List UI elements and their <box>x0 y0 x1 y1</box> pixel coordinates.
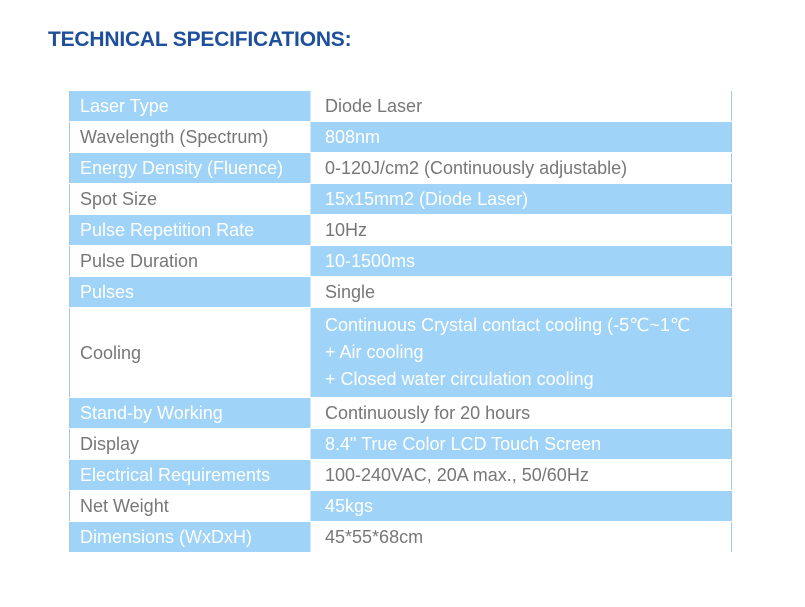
spec-label: Cooling <box>69 307 311 398</box>
spec-row-display: Display 8.4" True Color LCD Touch Screen <box>69 428 732 460</box>
spec-value: 10Hz <box>310 214 732 246</box>
spec-value: 8.4" True Color LCD Touch Screen <box>310 428 732 460</box>
spec-value: Continuously for 20 hours <box>310 397 732 429</box>
spec-label: Laser Type <box>69 90 311 122</box>
spec-label: Pulse Duration <box>69 245 311 277</box>
spec-row-net-weight: Net Weight 45kgs <box>69 490 732 522</box>
spec-row-spot-size: Spot Size 15x15mm2 (Diode Laser) <box>69 183 732 215</box>
page-title: TECHNICAL SPECIFICATIONS: <box>48 28 352 51</box>
spec-row-pulse-duration: Pulse Duration 10-1500ms <box>69 245 732 277</box>
spec-value: Single <box>310 276 732 308</box>
spec-value: Diode Laser <box>310 90 732 122</box>
spec-value: 100-240VAC, 20A max., 50/60Hz <box>310 459 732 491</box>
spec-row-standby-working: Stand-by Working Continuously for 20 hou… <box>69 397 732 429</box>
spec-row-pulses: Pulses Single <box>69 276 732 308</box>
spec-row-cooling: Cooling Continuous Crystal contact cooli… <box>69 307 732 398</box>
spec-value-line: Continuous Crystal contact cooling (-5℃~… <box>325 315 691 335</box>
spec-value: 10-1500ms <box>310 245 732 277</box>
spec-row-laser-type: Laser Type Diode Laser <box>69 90 732 122</box>
spec-value-line: + Closed water circulation cooling <box>325 369 594 389</box>
spec-label: Display <box>69 428 311 460</box>
spec-table: Laser Type Diode Laser Wavelength (Spect… <box>69 90 732 553</box>
spec-row-dimensions: Dimensions (WxDxH) 45*55*68cm <box>69 521 732 553</box>
spec-value-line: + Air cooling <box>325 342 424 362</box>
spec-label: Energy Density (Fluence) <box>69 152 311 184</box>
spec-label: Pulse Repetition Rate <box>69 214 311 246</box>
spec-label: Net Weight <box>69 490 311 522</box>
spec-value: 15x15mm2 (Diode Laser) <box>310 183 732 215</box>
spec-value: 45kgs <box>310 490 732 522</box>
spec-row-energy-density: Energy Density (Fluence) 0-120J/cm2 (Con… <box>69 152 732 184</box>
spec-label: Electrical Requirements <box>69 459 311 491</box>
spec-value: 0-120J/cm2 (Continuously adjustable) <box>310 152 732 184</box>
spec-label: Spot Size <box>69 183 311 215</box>
spec-row-electrical-requirements: Electrical Requirements 100-240VAC, 20A … <box>69 459 732 491</box>
spec-label: Stand-by Working <box>69 397 311 429</box>
spec-label: Pulses <box>69 276 311 308</box>
spec-value: 808nm <box>310 121 732 153</box>
spec-row-pulse-repetition-rate: Pulse Repetition Rate 10Hz <box>69 214 732 246</box>
spec-label: Dimensions (WxDxH) <box>69 521 311 553</box>
spec-value: Continuous Crystal contact cooling (-5℃~… <box>310 307 732 398</box>
spec-row-wavelength: Wavelength (Spectrum) 808nm <box>69 121 732 153</box>
spec-value: 45*55*68cm <box>310 521 732 553</box>
spec-label: Wavelength (Spectrum) <box>69 121 311 153</box>
